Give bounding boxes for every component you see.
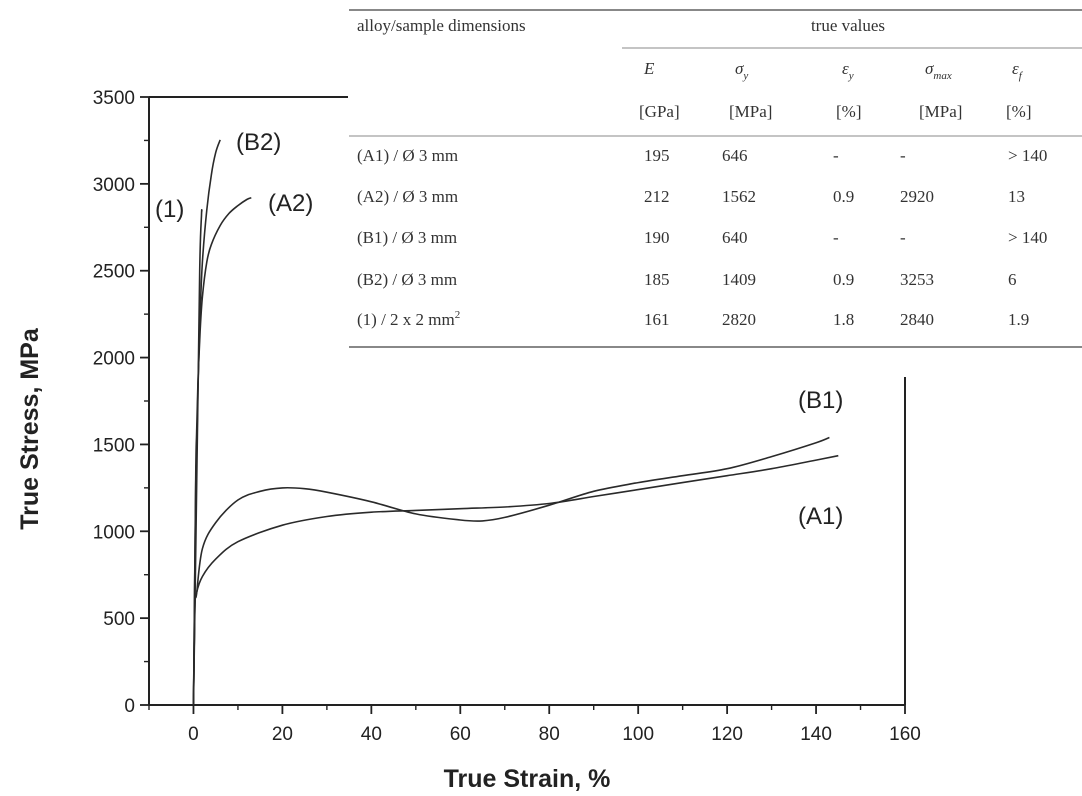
curve-label-b1: (B1) [798, 387, 843, 414]
table-col-unit: [MPa] [919, 102, 962, 121]
x-tick-label: 120 [711, 724, 743, 745]
table-col-symbol: E [643, 59, 655, 78]
x-tick-label: 160 [889, 724, 921, 745]
table-col-symbol: σmax [925, 59, 952, 82]
y-tick-label: 2000 [93, 349, 135, 370]
table-cell: 3253 [900, 270, 934, 289]
y-tick-label: 3500 [93, 88, 135, 109]
y-axis-title: True Stress, MPa [16, 327, 44, 530]
table-cell: 13 [1008, 187, 1025, 206]
table-cell: 190 [644, 228, 670, 247]
table-cell: > 140 [1008, 228, 1047, 247]
table-header-group: true values [811, 16, 885, 35]
table-col-symbol-sub: y [742, 70, 748, 82]
table-col-symbol-sub: f [1019, 70, 1024, 82]
table-cell: 640 [722, 228, 748, 247]
table-col-symbol-sub: max [933, 70, 951, 82]
table-cell: - [900, 146, 906, 165]
y-tick-label: 1500 [93, 435, 135, 456]
table-header-sample: alloy/sample dimensions [357, 16, 526, 35]
y-tick-label: 2500 [93, 262, 135, 283]
curve-1 [192, 209, 203, 706]
curve-b2 [192, 139, 221, 706]
table-col-symbol: εy [842, 59, 854, 82]
y-tick-label: 0 [124, 696, 135, 717]
table-cell: 2920 [900, 187, 934, 206]
table-cell: > 140 [1008, 146, 1047, 165]
y-tick-label: 500 [103, 609, 135, 630]
table-row-sample: (A2) / Ø 3 mm [357, 187, 458, 206]
table-row-sample: (B1) / Ø 3 mm [357, 228, 457, 247]
properties-table: alloy/sample dimensions true values E [GPa]… [349, 9, 1082, 348]
y-tick-label: 3000 [93, 175, 135, 196]
x-tick-label: 20 [272, 724, 293, 745]
curve-a1 [192, 454, 839, 706]
table-row-sample: (A1) / Ø 3 mm [357, 146, 458, 165]
x-tick-label: 80 [539, 724, 560, 745]
x-tick-label: 0 [188, 724, 199, 745]
x-tick-label: 100 [622, 724, 654, 745]
table-row-sample-sup: 2 [455, 309, 461, 321]
curve-label-a1: (A1) [798, 503, 843, 530]
table-row-sample: (1) / 2 x 2 mm2 [357, 309, 460, 329]
table-cell: 1562 [722, 187, 756, 206]
curve-label-b2: (B2) [236, 129, 281, 156]
x-tick-label: 40 [361, 724, 382, 745]
x-axis-title: True Strain, % [444, 765, 611, 793]
x-tick-label: 60 [450, 724, 471, 745]
table-col-unit: [%] [1006, 102, 1031, 121]
table-col-symbol: σy [735, 59, 748, 82]
table-cell: 195 [644, 146, 670, 165]
curve-label-one: (1) [155, 196, 184, 223]
table-cell: 185 [644, 270, 670, 289]
table-cell: 161 [644, 310, 670, 329]
table-cell: 2840 [900, 310, 934, 329]
table-cell: - [833, 146, 839, 165]
table-cell: 646 [722, 146, 748, 165]
table-cell: 1409 [722, 270, 756, 289]
table-col-unit: [%] [836, 102, 861, 121]
table-col-unit: [MPa] [729, 102, 772, 121]
table-cell: 2820 [722, 310, 756, 329]
x-tick-label: 140 [800, 724, 832, 745]
table-col-symbol: εf [1012, 59, 1024, 82]
table-cell: - [900, 228, 906, 247]
curve-label-a2: (A2) [268, 190, 313, 217]
table-col-unit: [GPa] [639, 102, 680, 121]
table-cell: 1.8 [833, 310, 854, 329]
axes: 0 500 1000 1500 2000 2500 3000 3500 0 20 40 60 80 100… [16, 88, 921, 793]
curve-b1 [192, 436, 830, 706]
curves [192, 139, 839, 706]
table-cell: 1.9 [1008, 310, 1029, 329]
table-col-symbol-sub: y [848, 70, 854, 82]
table-row-sample: (B2) / Ø 3 mm [357, 270, 457, 289]
curve-labels: (B2) (1) (A2) (B1) (A1) [155, 129, 843, 530]
table-cell: - [833, 228, 839, 247]
table-cell: 0.9 [833, 270, 854, 289]
table-cell: 0.9 [833, 187, 854, 206]
table-cell: 6 [1008, 270, 1017, 289]
table-cell: 212 [644, 187, 670, 206]
y-tick-label: 1000 [93, 522, 135, 543]
